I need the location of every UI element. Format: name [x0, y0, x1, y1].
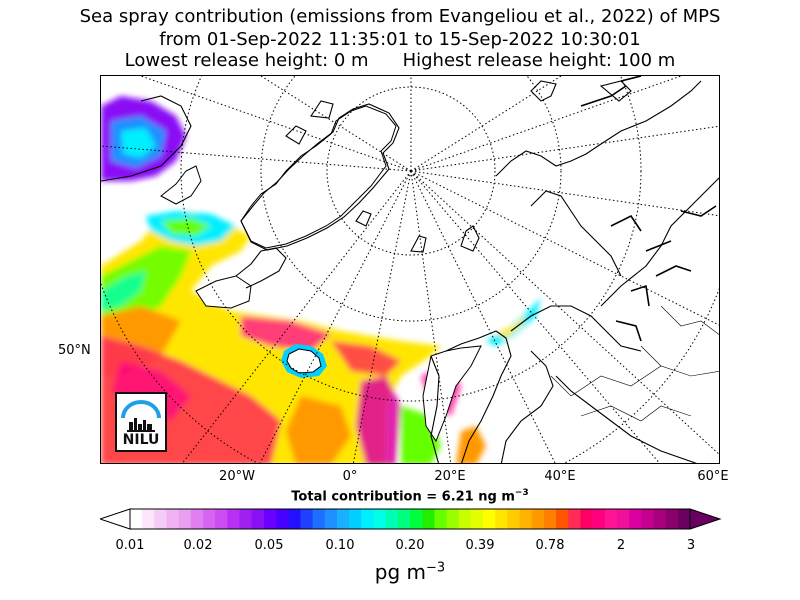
total-contribution-exponent: −3	[514, 488, 529, 498]
total-contribution-text: Total contribution = 6.21 ng m	[291, 489, 515, 505]
colorbar-cell	[458, 509, 472, 529]
colorbar-tick-6: 0.78	[535, 538, 565, 553]
map-title-line-1: Sea spray contribution (emissions from E…	[79, 6, 721, 27]
colorbar-unit: pg m−3	[0, 560, 800, 584]
colorbar-cell	[263, 509, 277, 529]
colorbar-cell	[531, 509, 545, 529]
colorbar-unit-text: pg m	[374, 560, 427, 584]
colorbar-cell	[519, 509, 533, 529]
colorbar-cell	[434, 509, 448, 529]
colorbar-cells	[130, 509, 691, 529]
colorbar-cell	[410, 509, 423, 529]
colorbar-cell	[300, 509, 314, 529]
colorbar-frame	[129, 508, 691, 530]
colorbar-cell	[592, 509, 606, 529]
colorbar-cell	[166, 509, 180, 529]
colorbar-cell	[556, 509, 569, 529]
colorbar-cell	[288, 509, 302, 529]
nilu-logo-graphic	[121, 400, 161, 432]
borders	[550, 305, 719, 422]
colorbar-cell	[641, 509, 655, 529]
colorbar-tick-5: 0.39	[465, 538, 495, 553]
colorbar-cell	[604, 509, 618, 529]
colorbar-tick-1: 0.02	[183, 538, 213, 553]
colorbar-cell	[616, 509, 630, 529]
colorbar-cell	[373, 509, 387, 529]
colorbar-cell	[653, 509, 667, 529]
colorbar-cell	[580, 509, 594, 529]
lowest-release-height: Lowest release height: 0 m	[124, 50, 369, 71]
colorbar-cell	[543, 509, 557, 529]
colorbar-cell	[227, 509, 241, 529]
colorbar-cell	[629, 509, 642, 529]
colorbar-cell	[190, 509, 204, 529]
colorbar-cell	[361, 509, 375, 529]
map-title-line-3: Lowest release height: 0 m Highest releas…	[0, 51, 800, 71]
colorbar-tick-0: 0.01	[115, 538, 145, 553]
colorbar-cell	[215, 509, 228, 529]
lon-label-60e: 60°E	[697, 469, 729, 484]
colorbar-cell	[507, 509, 521, 529]
map-canvas	[101, 76, 719, 463]
rivers	[580, 76, 717, 342]
colorbar-cell	[203, 509, 216, 529]
colorbar-cell	[495, 509, 508, 529]
colorbar-high-extend	[689, 508, 722, 530]
lat-label-50n: 50°N	[58, 343, 91, 358]
colorbar-cell	[446, 509, 460, 529]
lon-label-40e: 40°E	[544, 469, 576, 484]
concentration-field	[101, 96, 541, 463]
colorbar-cell	[349, 509, 362, 529]
map-title-line-2: from 01-Sep-2022 11:35:01 to 15-Sep-2022…	[159, 29, 641, 50]
total-contribution: Total contribution = 6.21 ng m−3	[0, 488, 800, 504]
colorbar-cell	[385, 509, 399, 529]
colorbar-tick-2: 0.05	[254, 538, 284, 553]
colorbar	[100, 508, 722, 530]
colorbar-cell	[154, 509, 168, 529]
nilu-logo: NILU	[115, 392, 167, 452]
graticule	[101, 76, 719, 463]
colorbar-cell	[397, 509, 411, 529]
iceland	[281, 344, 327, 378]
nilu-logo-text: NILU	[122, 432, 160, 448]
colorbar-cell	[665, 509, 679, 529]
colorbar-cell	[312, 509, 326, 529]
colorbar-cell	[483, 509, 496, 529]
coastlines	[101, 80, 719, 463]
colorbar-cell	[422, 509, 435, 529]
lon-label-20w: 20°W	[219, 469, 255, 484]
colorbar-tick-4: 0.20	[395, 538, 425, 553]
colorbar-low-extend	[100, 508, 131, 530]
land-masks	[160, 105, 482, 443]
colorbar-cell	[178, 509, 192, 529]
colorbar-tick-8: 3	[686, 538, 696, 553]
colorbar-cell	[336, 509, 350, 529]
highest-release-height: Highest release height: 100 m	[402, 50, 676, 71]
colorbar-cell	[251, 509, 265, 529]
lon-label-20e: 20°E	[434, 469, 466, 484]
colorbar-cell	[239, 509, 253, 529]
lon-label-0: 0°	[342, 469, 358, 484]
colorbar-tick-7: 2	[616, 538, 626, 553]
colorbar-unit-exponent: −3	[426, 560, 446, 576]
colorbar-cell	[677, 509, 691, 529]
colorbar-cell	[470, 509, 484, 529]
colorbar-cell	[324, 509, 338, 529]
colorbar-tick-3: 0.10	[325, 538, 355, 553]
colorbar-cell	[276, 509, 289, 529]
map-panel	[100, 75, 720, 464]
colorbar-cell	[568, 509, 582, 529]
colorbar-cell	[142, 509, 155, 529]
colorbar-cell	[130, 509, 143, 529]
